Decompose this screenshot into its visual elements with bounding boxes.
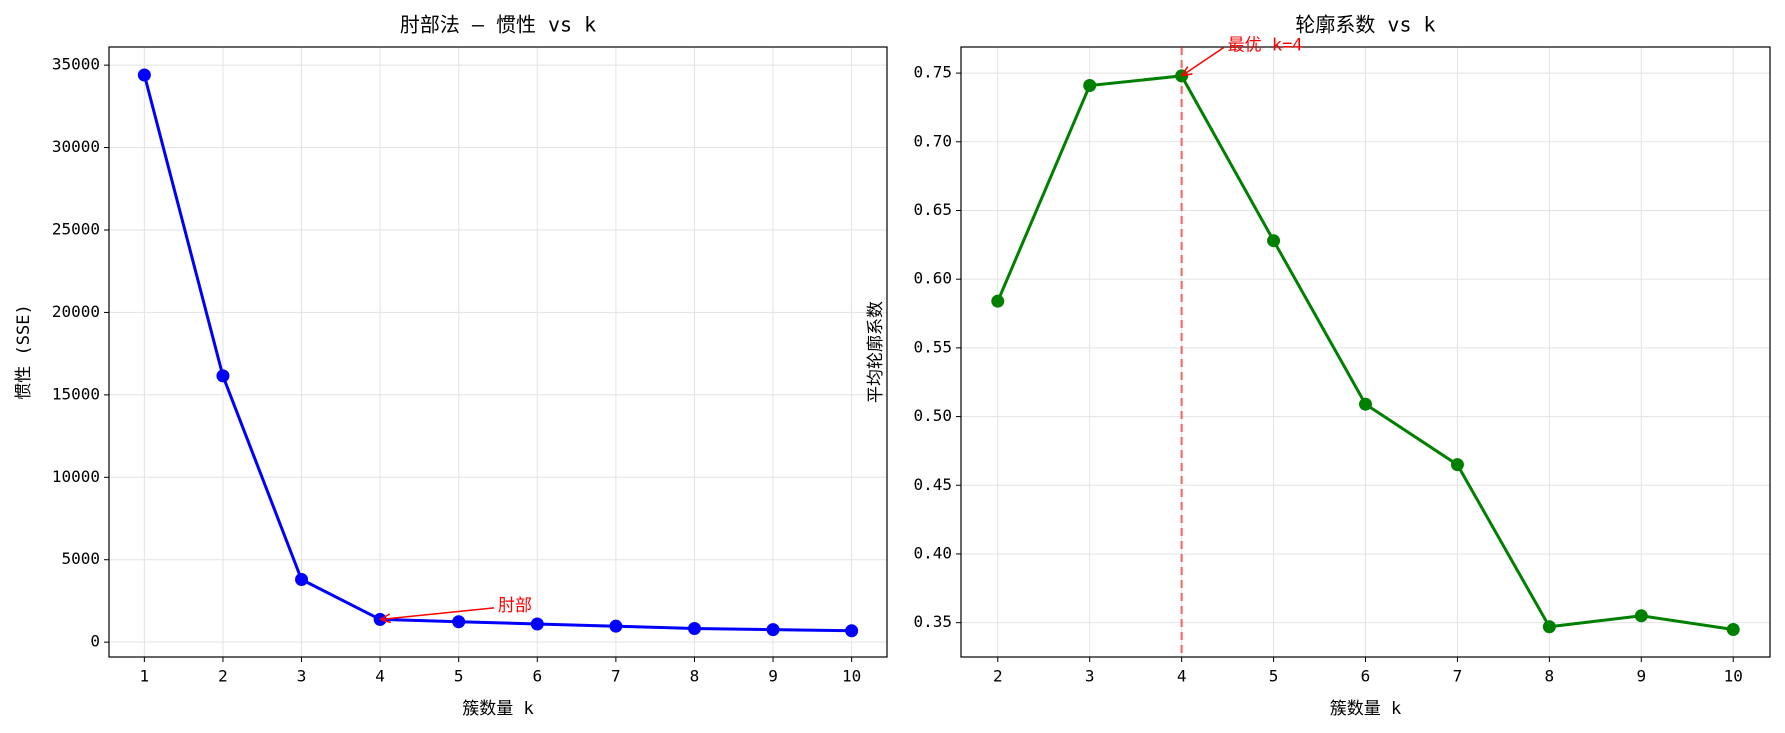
y-axis-label: 平均轮廓系数 (866, 301, 886, 403)
chart-title: 轮廓系数 vs k (1295, 13, 1435, 37)
data-point (530, 617, 544, 631)
x-tick-label: 6 (1361, 667, 1371, 686)
axes-frame (960, 46, 1771, 658)
data-point (1634, 609, 1648, 623)
chart-title: 肘部法 — 惯性 vs k (400, 13, 596, 37)
x-tick-label: 5 (1269, 667, 1279, 686)
data-point (1359, 397, 1372, 411)
x-tick-label: 5 (454, 667, 464, 686)
x-tick-label: 9 (768, 667, 778, 686)
x-axis-label: 簇数量 k (1330, 699, 1401, 719)
y-tick-label: 5000 (61, 549, 100, 568)
y-tick-label: 0.75 (913, 63, 952, 82)
x-tick-label: 7 (1453, 667, 1463, 686)
data-point (295, 573, 309, 587)
y-tick-label: 0.35 (913, 612, 952, 631)
y-tick-label: 0 (90, 632, 100, 651)
x-tick-label: 4 (1177, 667, 1187, 686)
data-point (1726, 623, 1740, 637)
data-point (137, 68, 151, 82)
annotation-arrowhead (1181, 66, 1193, 77)
x-tick-label: 3 (297, 667, 307, 686)
data-point (766, 623, 780, 637)
annotation-text: 最优 k=4 (1228, 36, 1303, 56)
x-tick-label: 6 (532, 667, 542, 686)
x-tick-label: 10 (842, 667, 861, 686)
data-point (1083, 78, 1097, 92)
data-point (609, 619, 623, 633)
y-tick-label: 20000 (52, 302, 100, 321)
y-tick-label: 15000 (52, 384, 100, 403)
y-tick-label: 35000 (52, 55, 100, 74)
data-point (845, 624, 859, 638)
y-tick-label: 0.40 (913, 543, 952, 562)
y-tick-label: 10000 (52, 467, 100, 486)
x-tick-label: 7 (611, 667, 621, 686)
x-tick-label: 3 (1085, 667, 1095, 686)
x-tick-label: 4 (375, 667, 385, 686)
y-tick-label: 0.65 (913, 200, 952, 219)
panel: 0.35 0.40 0.45 0.50 0.55 0.60 0.65 0.70 0.75 2 3 4 5… (866, 13, 1771, 719)
x-tick-label: 9 (1636, 667, 1646, 686)
y-tick-label: 0.70 (913, 131, 952, 150)
data-point (1267, 234, 1281, 248)
y-tick-label: 0.60 (913, 269, 952, 288)
y-tick-label: 25000 (52, 220, 100, 239)
data-point (991, 294, 1005, 308)
axes-frame (108, 46, 888, 658)
x-tick-label: 2 (218, 667, 228, 686)
annotation-arrow (1181, 47, 1225, 77)
data-point (687, 621, 701, 635)
panel: 0 5000 10000 15000 20000 25000 30000 35000 1 2 3 4 5… (14, 13, 888, 719)
y-axis-label: 惯性 (SSE) (14, 304, 34, 399)
data-point (1542, 620, 1556, 634)
y-tick-label: 30000 (52, 137, 100, 156)
x-tick-label: 1 (140, 667, 150, 686)
x-tick-label: 8 (1545, 667, 1555, 686)
annotation-text: 肘部 (498, 596, 532, 616)
annotation-arrowhead (379, 613, 391, 624)
data-point (452, 615, 466, 629)
data-point (1450, 458, 1464, 472)
x-axis-label: 簇数量 k (462, 699, 533, 719)
annotation-arrow (380, 607, 495, 621)
y-tick-label: 0.50 (913, 406, 952, 425)
y-tick-label: 0.55 (913, 337, 952, 356)
x-tick-label: 8 (690, 667, 700, 686)
x-tick-label: 2 (993, 667, 1003, 686)
y-tick-label: 0.45 (913, 475, 952, 494)
data-point (216, 369, 230, 383)
x-tick-label: 10 (1724, 667, 1743, 686)
data-line (142, 74, 852, 633)
